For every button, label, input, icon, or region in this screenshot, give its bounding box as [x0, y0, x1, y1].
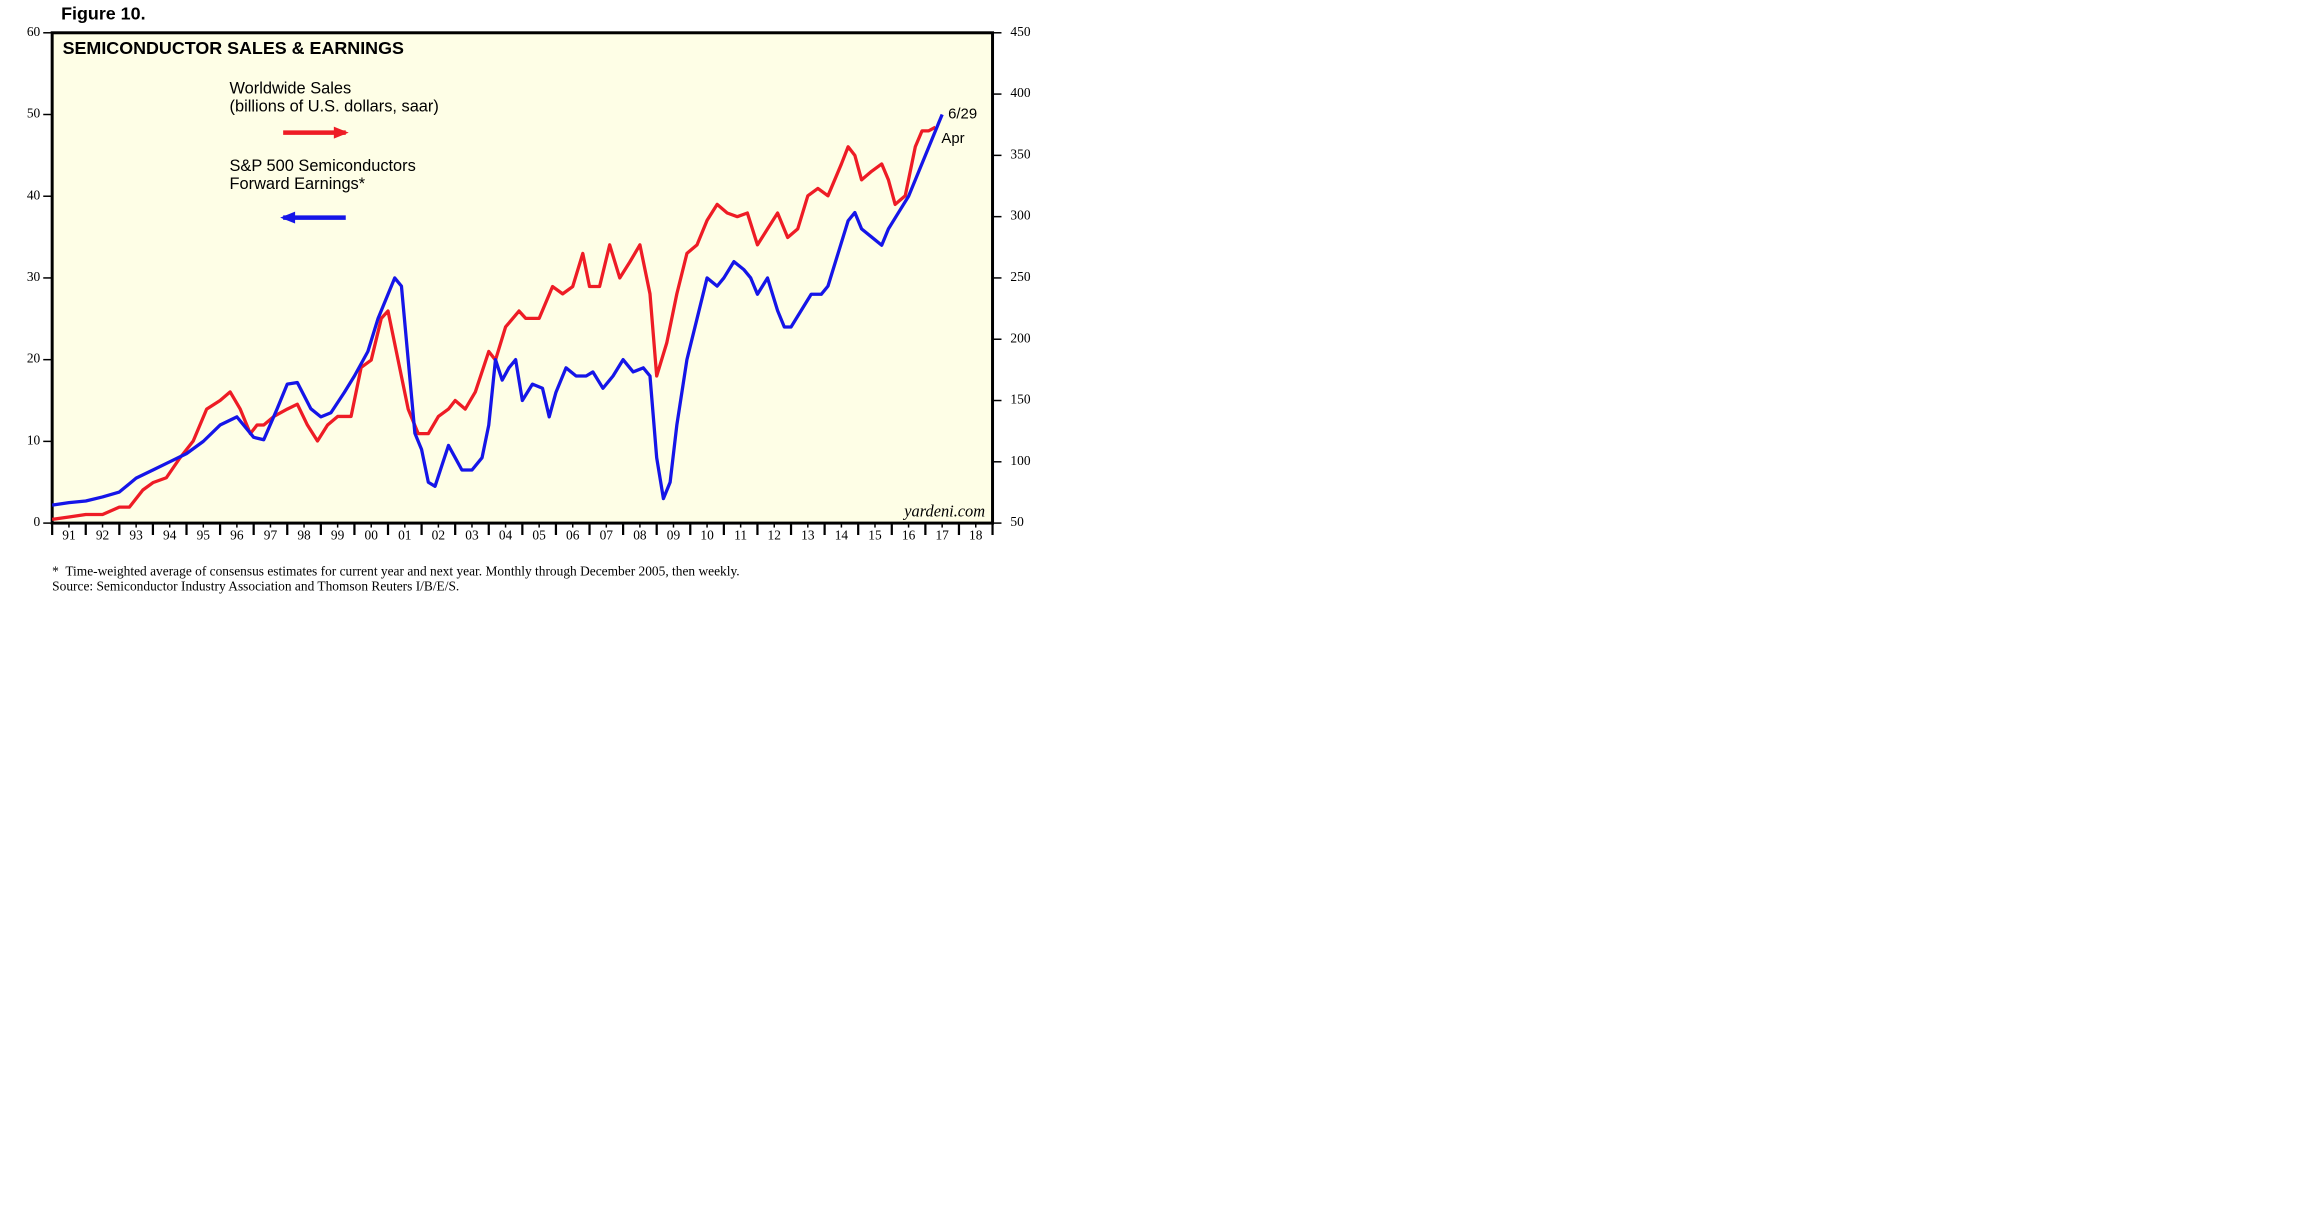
x-tick-label: 98 [297, 528, 311, 543]
x-tick-label: 12 [768, 528, 781, 543]
x-tick-label: 16 [902, 528, 916, 543]
series-line [51, 125, 937, 522]
x-tick-label: 92 [96, 528, 109, 543]
legend-label: Worldwide Sales [230, 80, 352, 98]
y-tick-label: 0 [34, 514, 41, 529]
legend-arrowhead [280, 211, 296, 224]
x-tick-label: 17 [935, 528, 949, 543]
legend-note: Forward Earnings* [230, 175, 366, 193]
x-tick-label: 95 [197, 528, 211, 543]
y-tick-label: 60 [27, 24, 41, 39]
x-tick-label: 99 [331, 528, 345, 543]
end-label: Apr [941, 131, 964, 147]
y2-tick-label: 400 [1010, 85, 1030, 100]
x-tick-label: 91 [62, 528, 75, 543]
x-tick-label: 14 [835, 528, 849, 543]
chart-title: SEMICONDUCTOR SALES & EARNINGS [63, 38, 404, 58]
x-tick-label: 06 [566, 528, 580, 543]
plot-border [50, 31, 995, 525]
x-tick-label: 07 [600, 528, 614, 543]
legend-label: S&P 500 Semiconductors [230, 157, 416, 175]
x-tick-label: 18 [969, 528, 983, 543]
figure-label: Figure 10. [61, 4, 145, 24]
x-tick-label: 96 [230, 528, 244, 543]
y2-tick-label: 450 [1010, 24, 1030, 39]
y2-tick-label: 300 [1010, 208, 1030, 223]
x-tick-label: 09 [667, 528, 681, 543]
legend-arrowhead [333, 126, 349, 139]
footnote: Source: Semiconductor Industry Associati… [52, 578, 459, 593]
y-tick-label: 10 [27, 432, 41, 447]
footnote: * Time-weighted average of consensus est… [52, 563, 740, 578]
x-tick-label: 13 [801, 528, 815, 543]
plot-area [52, 32, 993, 524]
x-tick-label: 03 [465, 528, 479, 543]
y-tick-label: 40 [27, 187, 41, 202]
y2-tick-label: 150 [1010, 392, 1030, 407]
x-tick-label: 00 [365, 528, 379, 543]
x-tick-label: 04 [499, 528, 513, 543]
x-tick-label: 02 [432, 528, 445, 543]
x-tick-label: 01 [398, 528, 411, 543]
x-tick-label: 08 [633, 528, 647, 543]
y-tick-label: 20 [27, 351, 41, 366]
y2-tick-label: 50 [1010, 514, 1024, 529]
series-line [51, 113, 944, 507]
x-tick-label: 97 [264, 528, 278, 543]
x-tick-label: 10 [700, 528, 714, 543]
x-tick-label: 94 [163, 528, 177, 543]
x-tick-label: 93 [129, 528, 143, 543]
legend-note: (billions of U.S. dollars, saar) [230, 98, 439, 116]
watermark: yardeni.com [902, 501, 985, 520]
y2-tick-label: 200 [1010, 330, 1030, 345]
end-label: 6/29 [948, 106, 977, 122]
y2-tick-label: 250 [1010, 269, 1030, 284]
x-tick-label: 11 [734, 528, 747, 543]
y-tick-label: 50 [27, 106, 41, 121]
y2-tick-label: 350 [1010, 146, 1030, 161]
y-tick-label: 30 [27, 269, 41, 284]
x-tick-label: 05 [532, 528, 546, 543]
x-tick-label: 15 [868, 528, 882, 543]
y2-tick-label: 100 [1010, 453, 1030, 468]
